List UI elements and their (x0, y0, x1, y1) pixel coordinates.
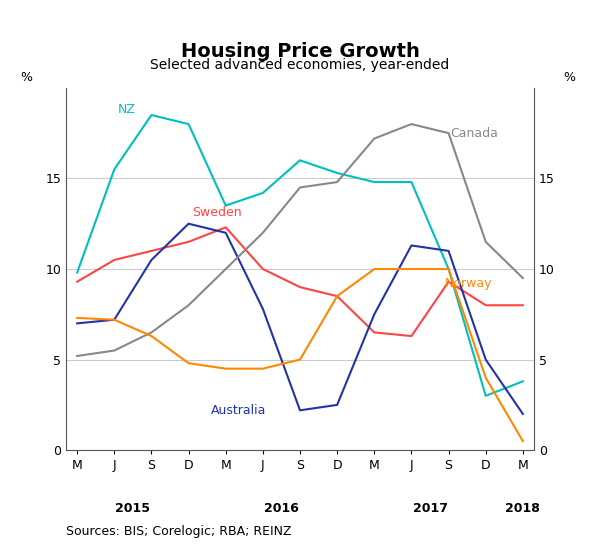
Text: Norway: Norway (445, 277, 493, 290)
Text: %: % (563, 71, 575, 84)
Text: 2018: 2018 (505, 502, 540, 516)
Text: Canada: Canada (451, 127, 499, 139)
Text: Australia: Australia (211, 404, 266, 417)
Text: Sources: BIS; Corelogic; RBA; REINZ: Sources: BIS; Corelogic; RBA; REINZ (66, 525, 292, 538)
Text: NZ: NZ (118, 103, 136, 116)
Text: 2015: 2015 (115, 502, 151, 516)
Text: Selected advanced economies, year-ended: Selected advanced economies, year-ended (151, 58, 449, 71)
Text: %: % (20, 71, 32, 84)
Text: 2016: 2016 (264, 502, 299, 516)
Text: 2017: 2017 (413, 502, 448, 516)
Title: Housing Price Growth: Housing Price Growth (181, 42, 419, 61)
Text: Sweden: Sweden (192, 206, 242, 220)
